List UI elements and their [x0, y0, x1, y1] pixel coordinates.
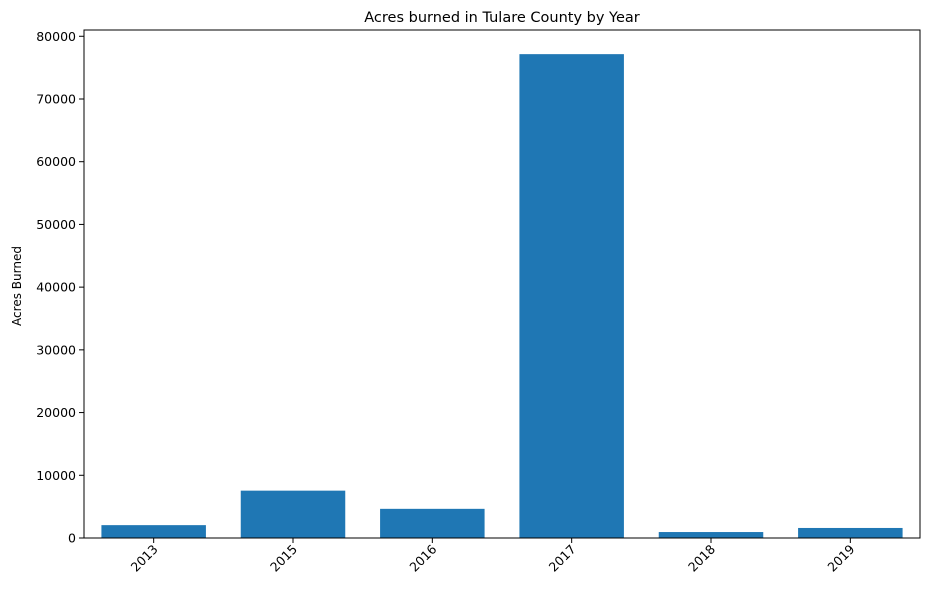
x-tick-label: 2016	[406, 541, 439, 574]
plot-area-frame	[83, 29, 921, 539]
x-tick-label: 2017	[546, 542, 579, 575]
y-axis-ticks: 0 10000 20000 30000 40000 50000 60000 70000 8000…	[36, 29, 84, 546]
y-axis-label: Acres Burned	[10, 246, 24, 326]
chart-title: Acres burned in Tulare County by Year	[364, 10, 640, 26]
y-tick-label: 70000	[36, 91, 76, 106]
y-tick-label: 30000	[36, 342, 76, 357]
y-tick-label: 10000	[36, 468, 76, 483]
bar-2015	[240, 490, 346, 538]
x-axis-ticks: 2013 2015 2016 2017 2018 2019	[128, 538, 857, 575]
y-tick-label: 20000	[36, 405, 76, 420]
x-tick-label: 2013	[128, 542, 161, 575]
bar-2017	[519, 54, 624, 538]
x-tick-label: 2019	[824, 541, 857, 574]
y-tick-label: 50000	[36, 217, 76, 232]
y-tick-label: 60000	[36, 154, 76, 169]
y-tick-label: 0	[68, 531, 76, 546]
bars-group	[101, 54, 903, 538]
y-tick-label: 80000	[36, 29, 76, 44]
x-tick-label: 2015	[267, 542, 300, 575]
x-tick-label: 2018	[685, 541, 718, 574]
y-tick-label: 40000	[36, 280, 76, 295]
bar-2013	[101, 525, 206, 538]
bar-2016	[380, 508, 485, 538]
bar-2019	[798, 527, 903, 538]
bar-2018	[658, 532, 764, 538]
